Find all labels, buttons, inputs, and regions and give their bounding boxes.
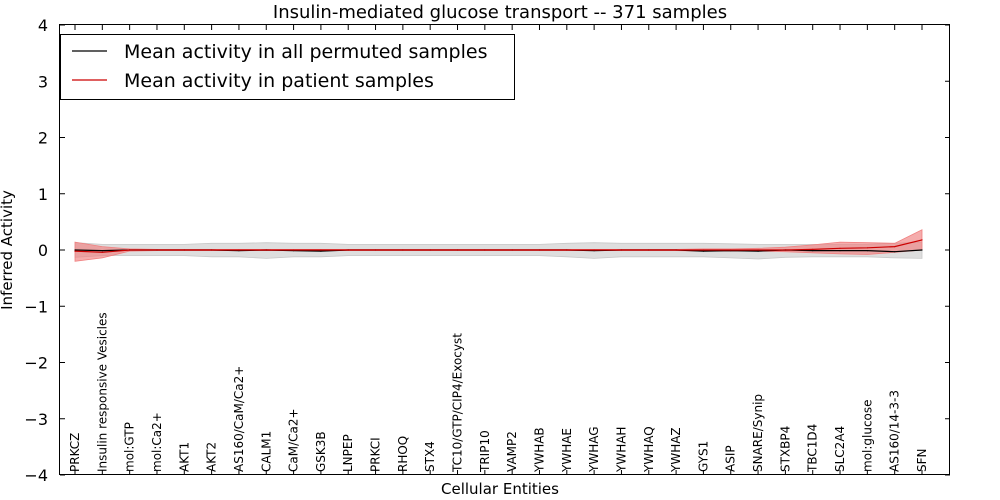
y-tick-label-3: 1 (38, 185, 48, 204)
x-tick-label-30: AS160/14-3-3 (888, 390, 902, 472)
point-series-1-12 (402, 249, 404, 251)
x-tick-label-24: ASIP (724, 445, 738, 472)
x-tick-label-29: mol:glucose (860, 399, 874, 472)
x-axis-label: Cellular Entities (441, 480, 559, 498)
point-series-0-31 (921, 249, 923, 251)
x-tick-label-26: STXBP4 (778, 426, 792, 472)
point-series-0-28 (839, 250, 841, 252)
point-series-0-23 (702, 250, 705, 252)
x-tick-label-31: SFN (915, 449, 929, 473)
x-tick-label-25: SNARE/Synip (751, 394, 765, 472)
y-tick-label-5: −1 (24, 297, 48, 316)
x-tick-label-6: AS160/CaM/Ca2+ (232, 366, 246, 472)
y-tick-label-0: 4 (38, 16, 48, 35)
y-tick-label-1: 3 (38, 72, 48, 91)
point-series-1-25 (757, 249, 759, 251)
x-tick-label-3: mol:Ca2+ (150, 412, 164, 472)
point-series-1-19 (593, 249, 595, 251)
point-series-1-31 (921, 239, 923, 241)
y-tick-label-4: 0 (38, 241, 48, 260)
x-tick-label-9: GSK3B (314, 431, 328, 472)
point-series-1-14 (456, 249, 459, 251)
point-series-1-28 (839, 247, 841, 249)
x-tick-label-20: YWHAH (614, 427, 628, 473)
legend-box (60, 34, 515, 100)
point-series-1-18 (566, 249, 568, 251)
point-series-1-17 (538, 249, 541, 251)
point-series-1-22 (675, 249, 677, 251)
point-series-0-9 (320, 250, 322, 252)
x-tick-label-23: GYS1 (696, 441, 710, 472)
x-tick-label-16: VAMP2 (505, 431, 519, 472)
x-tick-label-27: TBC1D4 (806, 424, 820, 473)
point-series-0-25 (757, 250, 759, 252)
point-series-1-3 (156, 249, 158, 251)
legend-label-patient: Mean activity in patient samples (124, 70, 434, 92)
point-series-1-2 (129, 249, 131, 251)
x-tick-label-4: AKT1 (177, 442, 191, 472)
point-series-0-27 (812, 250, 814, 252)
point-series-1-0 (74, 250, 76, 252)
point-series-1-29 (866, 247, 869, 249)
point-series-1-11 (374, 249, 377, 251)
x-tick-label-13: STX4 (423, 441, 437, 472)
y-tick-label-6: −2 (24, 354, 48, 373)
point-series-1-23 (702, 249, 705, 251)
chart-title: Insulin-mediated glucose transport -- 37… (273, 2, 727, 23)
point-series-1-13 (429, 249, 431, 251)
x-tick-label-18: YWHAE (560, 428, 574, 473)
point-series-1-20 (620, 249, 623, 251)
y-tick-label-7: −3 (24, 410, 48, 429)
line-series-1 (74, 239, 923, 253)
y-tick-label-8: −4 (24, 466, 48, 485)
x-tick-label-2: mol:GTP (123, 422, 137, 472)
x-tick-label-7: CALM1 (259, 431, 273, 472)
point-series-1-27 (812, 248, 814, 250)
x-tick-label-0: PRKCZ (68, 433, 82, 472)
y-axis-label: Inferred Activity (0, 190, 16, 310)
series-lines (74, 239, 923, 253)
x-tick-label-21: YWHAQ (642, 426, 656, 473)
confidence-bands (74, 229, 923, 262)
x-tick-label-8: CaM/Ca2+ (287, 408, 301, 472)
point-series-1-7 (265, 249, 267, 251)
x-tick-label-14: TC10/GTP/CIP4/Exocyst (451, 333, 465, 473)
x-tick-label-1: Insulin responsive Vesicles (95, 312, 109, 472)
point-series-1-10 (347, 249, 349, 251)
x-tick-label-15: TRIP10 (478, 430, 492, 473)
y-axis-ticks: 4 3 2 1 0 −1 −2 −3 −4 (24, 16, 950, 485)
x-tick-label-22: YWHAZ (669, 427, 683, 473)
point-series-1-4 (183, 249, 185, 251)
point-series-1-30 (894, 246, 896, 248)
point-series-1-16 (511, 249, 513, 251)
x-tick-label-28: SLC2A4 (833, 426, 847, 472)
x-tick-label-12: RHOQ (396, 436, 410, 472)
point-series-0-0 (74, 249, 76, 251)
x-tick-label-11: PRKCI (369, 437, 383, 472)
x-tick-label-19: YWHAG (587, 426, 601, 473)
legend: Mean activity in all permuted samples Me… (60, 34, 515, 100)
x-tick-label-17: YWHAB (532, 427, 546, 473)
point-series-1-26 (784, 249, 787, 251)
point-series-1-6 (238, 249, 240, 251)
point-series-1-24 (730, 249, 732, 251)
point-series-1-9 (320, 249, 322, 251)
point-series-0-30 (894, 251, 896, 253)
x-tick-label-10: LNPEP (341, 434, 355, 472)
point-series-1-21 (648, 249, 650, 251)
x-tick-label-5: AKT2 (205, 442, 219, 472)
point-series-1-15 (484, 249, 486, 251)
point-series-1-8 (293, 249, 295, 251)
point-series-1-1 (101, 251, 103, 253)
point-series-0-29 (866, 250, 869, 252)
y-tick-label-2: 2 (38, 129, 48, 148)
legend-label-permuted: Mean activity in all permuted samples (124, 41, 487, 63)
point-series-1-5 (211, 249, 213, 251)
point-series-0-1 (101, 250, 103, 252)
x-axis-ticks: PRKCZ Insulin responsive Vesicles mol:GTP m… (68, 25, 929, 475)
